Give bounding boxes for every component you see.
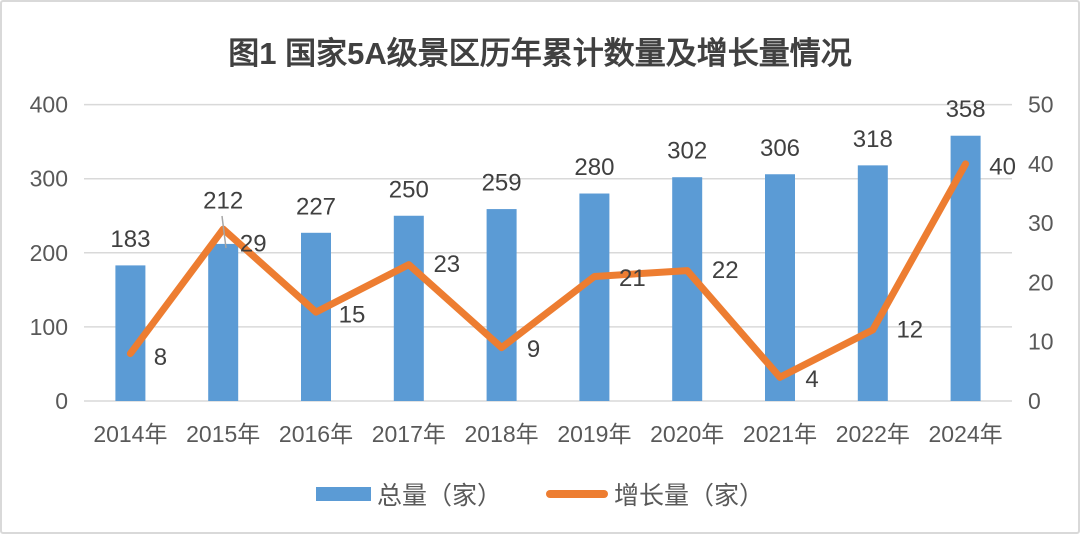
bar-label: 302: [667, 138, 707, 165]
bar: [857, 165, 888, 401]
bar: [486, 209, 517, 401]
x-axis-label: 2024年: [929, 421, 1003, 447]
x-axis-label: 2021年: [743, 421, 817, 447]
growth-line: [126, 160, 970, 381]
legend-line-swatch-icon: [546, 490, 608, 498]
right-axis-tick: 20: [1028, 269, 1054, 295]
legend-item-growth: 增长量（家）: [546, 476, 764, 512]
legend-item-total: 总量（家）: [315, 476, 502, 512]
x-axis-label: 2016年: [279, 421, 353, 447]
x-axis-label: 2014年: [93, 421, 167, 447]
x-axis-label: 2017年: [372, 421, 446, 447]
x-axis-label: 2022年: [836, 421, 910, 447]
bar: [208, 243, 239, 401]
x-axis-label: 2020年: [650, 421, 724, 447]
line-point-label: 40: [989, 153, 1016, 180]
right-axis-tick: 40: [1028, 151, 1054, 177]
line-point-label: 12: [896, 316, 923, 343]
line-point-label: 15: [339, 302, 366, 329]
bar-label: 318: [853, 126, 893, 153]
bar-label: 259: [482, 170, 522, 197]
bar: [301, 232, 331, 401]
line-point-label: 8: [154, 344, 167, 371]
bar: [393, 215, 424, 401]
legend-label-growth: 增长量（家）: [614, 482, 765, 510]
bar-label: 280: [574, 154, 614, 181]
bar-label: 227: [296, 193, 336, 220]
legend: 总量（家） 增长量（家）: [2, 476, 1078, 512]
legend-label-total: 总量（家）: [376, 482, 502, 510]
line-point-label: 9: [527, 336, 540, 363]
left-axis-tick: 200: [30, 240, 68, 266]
x-axis-label: 2019年: [557, 421, 631, 447]
left-axis-tick: 0: [55, 388, 68, 414]
legend-bar-swatch-icon: [315, 487, 371, 501]
right-axis-tick: 50: [1028, 92, 1054, 118]
bar-label: 250: [389, 176, 429, 203]
line-point-label: 4: [805, 366, 818, 393]
line-point-label: 22: [712, 257, 739, 284]
bar: [115, 265, 146, 401]
left-axis-tick: 400: [30, 92, 68, 118]
bar-label: 212: [203, 188, 243, 215]
left-axis-tick: 100: [30, 314, 68, 340]
right-axis-tick: 30: [1028, 210, 1054, 236]
left-axis-tick: 300: [30, 166, 68, 192]
right-axis-tick: 0: [1028, 388, 1041, 414]
x-axis-label: 2015年: [186, 421, 260, 447]
line-point-label: 23: [433, 251, 460, 278]
line-point-label: 21: [619, 265, 646, 292]
bar-label: 306: [760, 135, 800, 162]
label-leader-line: [221, 215, 227, 249]
line-point-label: 29: [240, 231, 267, 258]
bar: [672, 177, 703, 401]
bar-label: 358: [946, 96, 986, 123]
chart-title: 图1 国家5A级景区历年累计数量及增长量情况: [228, 36, 852, 71]
x-axis-label: 2018年: [465, 421, 539, 447]
bar: [579, 193, 610, 401]
bar-label: 183: [110, 226, 150, 253]
right-axis-tick: 10: [1028, 329, 1054, 355]
